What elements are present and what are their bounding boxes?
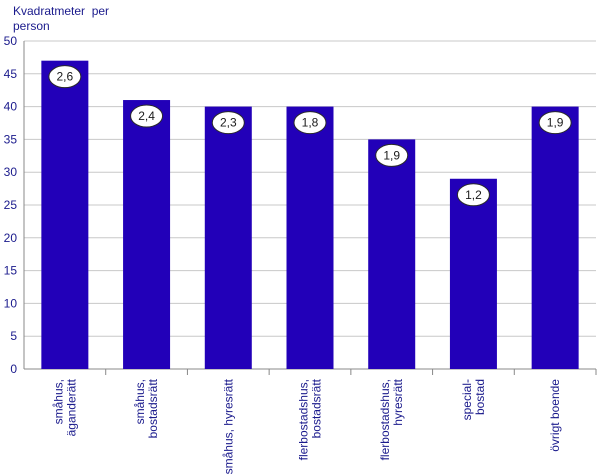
data-label: 1,2 — [465, 188, 482, 202]
y-tick-label: 0 — [10, 362, 17, 376]
y-tick-label: 5 — [10, 329, 17, 343]
x-tick-label: flerbostadshus, — [378, 379, 392, 460]
y-tick-label: 40 — [4, 100, 18, 114]
data-label-bubble — [211, 111, 245, 135]
y-axis-ticks: 0 5 10 15 20 25 30 35 40 45 50 — [4, 34, 18, 376]
data-label-bubble — [538, 111, 572, 135]
data-label: 1,9 — [547, 116, 564, 130]
bar — [204, 106, 252, 369]
bar — [449, 178, 497, 369]
x-tick-label: hyresrätt — [391, 378, 405, 425]
x-tick-label: flerbostadshus, — [297, 379, 311, 460]
data-label-bubble — [130, 104, 164, 128]
data-label-bubble — [48, 65, 82, 89]
x-tick-label: bostad — [473, 379, 487, 415]
data-labels: 2,6 2,4 2,3 1,8 1,9 1,2 1,9 — [48, 65, 572, 207]
x-tick-label: äganderätt — [64, 378, 78, 436]
data-label: 2,4 — [138, 109, 155, 123]
data-label-bubble — [293, 111, 327, 135]
bar — [286, 106, 334, 369]
data-label: 2,3 — [220, 116, 237, 130]
y-tick-label: 30 — [4, 165, 18, 179]
bar — [531, 106, 579, 369]
bars — [41, 60, 579, 370]
y-tick-label: 35 — [4, 132, 18, 146]
x-axis-ticks: småhus,äganderätt småhus, bostadsrätt småhu… — [51, 369, 597, 474]
data-label: 2,6 — [57, 70, 74, 84]
bar — [368, 139, 416, 369]
x-tick-label: småhus, — [51, 379, 65, 424]
data-label: 1,8 — [302, 116, 319, 130]
bar — [123, 100, 171, 369]
y-tick-label: 20 — [4, 231, 18, 245]
y-tick-label: 50 — [4, 34, 18, 48]
data-label: 1,9 — [383, 148, 400, 162]
y-tick-label: 45 — [4, 67, 18, 81]
x-tick-label: övrigt boende — [548, 379, 562, 452]
y-axis-title: Kvadratmeter per person — [13, 4, 110, 33]
x-tick-label: småhus, — [133, 379, 147, 424]
y-tick-label: 25 — [4, 198, 18, 212]
data-label-bubble — [375, 143, 409, 167]
x-tick-label: bostadsrätt — [310, 378, 324, 438]
bar — [41, 60, 89, 370]
y-tick-label: 15 — [4, 264, 18, 278]
x-tick-label: småhus, hyresrätt — [221, 378, 235, 474]
x-tick-label: bostadsrätt — [146, 378, 160, 438]
y-tick-label: 10 — [4, 296, 18, 310]
x-tick-label: special- — [460, 379, 474, 420]
data-label-bubble — [456, 183, 490, 207]
